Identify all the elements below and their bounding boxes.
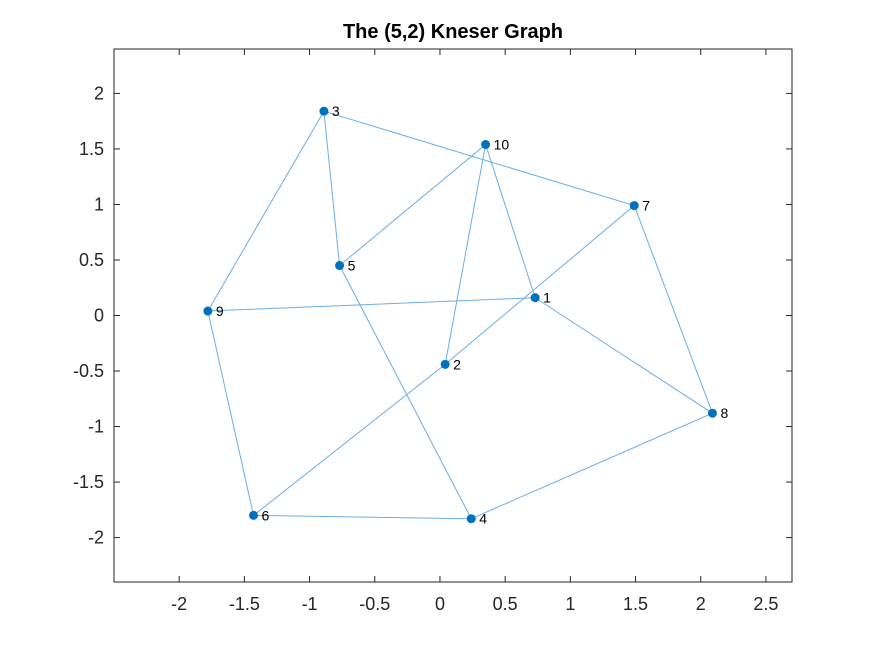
edge-6-4 xyxy=(253,514,472,520)
nodes-layer xyxy=(203,106,717,524)
y-tick-label: 0 xyxy=(94,306,104,326)
edge-9-6 xyxy=(207,310,254,516)
y-axis-ticks: 2 1.5 1 0.5 0 -0.5 -1 -1.5 -2 xyxy=(73,83,792,548)
edge-1-8 xyxy=(534,297,713,414)
x-tick-label: 2 xyxy=(696,594,706,614)
node-4 xyxy=(466,514,476,524)
edge-10-2 xyxy=(444,144,487,365)
node-label-9: 9 xyxy=(216,303,224,319)
x-axis-ticks: -2 -1.5 -1 -0.5 0 0.5 1 1.5 2 2.5 xyxy=(171,49,778,614)
node-5 xyxy=(335,261,345,271)
node-labels-layer: 1 2 3 4 5 6 7 8 9 10 xyxy=(216,103,729,527)
node-label-7: 7 xyxy=(642,198,650,214)
edge-6-2 xyxy=(253,363,446,516)
node-label-6: 6 xyxy=(262,507,270,523)
node-7 xyxy=(629,201,639,211)
edge-5-4 xyxy=(339,265,472,519)
y-tick-label: 1 xyxy=(94,194,104,214)
x-tick-label: -2 xyxy=(171,594,187,614)
node-label-2: 2 xyxy=(453,356,461,372)
edge-3-5 xyxy=(323,111,341,266)
node-8 xyxy=(707,408,717,418)
y-tick-label: 0.5 xyxy=(79,250,104,270)
y-tick-label: 2 xyxy=(94,83,104,103)
node-label-4: 4 xyxy=(479,511,487,527)
edges-layer xyxy=(207,110,713,520)
edge-10-5 xyxy=(339,144,486,266)
node-label-3: 3 xyxy=(332,103,340,119)
x-tick-label: 0 xyxy=(435,594,445,614)
node-label-5: 5 xyxy=(348,258,356,274)
y-tick-label: -1.5 xyxy=(73,472,104,492)
edge-9-1 xyxy=(207,297,536,312)
edge-3-9 xyxy=(207,110,325,312)
x-tick-label: -1 xyxy=(302,594,318,614)
x-tick-label: 0.5 xyxy=(493,594,518,614)
edge-4-8 xyxy=(471,412,713,520)
y-tick-label: 1.5 xyxy=(79,139,104,159)
node-2 xyxy=(440,359,450,369)
chart-title: The (5,2) Kneser Graph xyxy=(343,21,563,43)
node-6 xyxy=(249,510,259,520)
node-3 xyxy=(319,106,329,116)
edge-7-2 xyxy=(444,205,635,365)
node-1 xyxy=(530,293,540,303)
x-tick-label: 1.5 xyxy=(623,594,648,614)
y-tick-label: -1 xyxy=(88,417,104,437)
node-label-10: 10 xyxy=(494,136,510,152)
edge-10-1 xyxy=(485,144,536,298)
x-tick-label: -0.5 xyxy=(359,594,390,614)
y-tick-label: -2 xyxy=(88,528,104,548)
edge-7-8 xyxy=(633,205,713,414)
node-label-8: 8 xyxy=(720,405,728,421)
x-tick-label: 2.5 xyxy=(753,594,778,614)
node-9 xyxy=(203,306,213,316)
x-tick-label: 1 xyxy=(565,594,575,614)
x-tick-label: -1.5 xyxy=(229,594,260,614)
y-tick-label: -0.5 xyxy=(73,361,104,381)
node-label-1: 1 xyxy=(543,290,551,306)
node-10 xyxy=(481,139,491,149)
edge-3-7 xyxy=(323,110,635,207)
